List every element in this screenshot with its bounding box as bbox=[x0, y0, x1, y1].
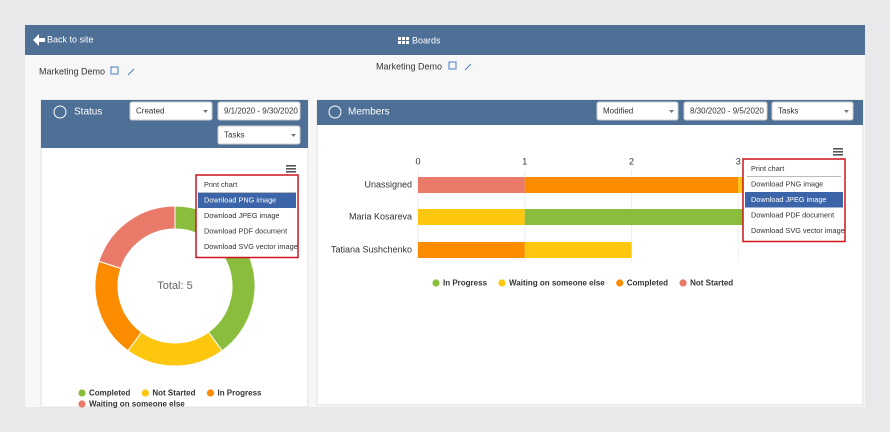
menu-item[interactable]: Download JPEG image bbox=[204, 211, 279, 220]
menu-item[interactable]: Print chart bbox=[204, 180, 237, 189]
filter-value[interactable]: Modified bbox=[603, 107, 633, 116]
dropdown-arrow bbox=[203, 110, 208, 113]
x-tick-label: 3 bbox=[736, 156, 741, 166]
panel-title: Members bbox=[348, 107, 390, 118]
legend-label: In Progress bbox=[217, 389, 262, 398]
top-bar bbox=[25, 25, 865, 55]
menu-button[interactable] bbox=[833, 151, 843, 153]
legend-marker bbox=[679, 279, 687, 287]
filter-value[interactable]: Created bbox=[136, 107, 164, 116]
top-title: Boards bbox=[412, 35, 441, 45]
menu-item[interactable]: Download PNG image bbox=[751, 180, 823, 189]
context-menu bbox=[195, 174, 299, 259]
menu-item[interactable]: Print chart bbox=[751, 164, 784, 173]
y-tick-label: Maria Kosareva bbox=[349, 211, 412, 221]
legend-marker bbox=[206, 389, 215, 397]
panel-icon bbox=[328, 105, 342, 119]
filter-box[interactable] bbox=[217, 125, 301, 145]
menu-item[interactable]: Download SVG vector image bbox=[204, 242, 298, 251]
title-icons[interactable] bbox=[110, 61, 472, 76]
legend-label: Waiting on someone else bbox=[509, 279, 605, 288]
x-tick-label: 2 bbox=[629, 156, 634, 166]
bar-segment bbox=[524, 242, 632, 258]
filter-box[interactable] bbox=[683, 101, 768, 121]
board-title: Marketing Demo bbox=[376, 61, 442, 71]
menu-button[interactable] bbox=[286, 165, 296, 167]
legend-label: Waiting on someone else bbox=[89, 400, 185, 409]
legend-marker bbox=[616, 279, 624, 287]
filter-value[interactable]: 8/30/2020 - 9/5/2020 bbox=[690, 107, 764, 116]
filter-box[interactable] bbox=[217, 101, 301, 121]
menu-item[interactable]: Download PDF document bbox=[751, 211, 834, 220]
donut-slice bbox=[98, 205, 176, 270]
y-tick-label: Tatiana Sushchenko bbox=[331, 244, 412, 254]
menu-highlight bbox=[198, 192, 296, 208]
bar-segment bbox=[418, 242, 525, 258]
menu-highlight bbox=[745, 192, 843, 208]
filter-value[interactable]: 9/1/2020 - 9/30/2020 bbox=[224, 107, 298, 116]
filter-value[interactable]: Tasks bbox=[224, 131, 244, 140]
donut-total: Total: 5 bbox=[157, 280, 192, 292]
dropdown-arrow bbox=[844, 110, 849, 113]
filter-box[interactable] bbox=[771, 101, 854, 121]
menu-button[interactable] bbox=[286, 171, 296, 173]
legend-marker bbox=[78, 400, 86, 408]
boards-icon bbox=[398, 37, 409, 44]
dropdown-arrow bbox=[669, 110, 674, 113]
x-tick-label: 0 bbox=[415, 156, 420, 166]
legend-label: Completed bbox=[89, 389, 130, 398]
back-link[interactable]: Back to site bbox=[47, 34, 94, 44]
filter-box[interactable] bbox=[129, 101, 213, 121]
menu-button[interactable] bbox=[286, 168, 296, 170]
bar-segment bbox=[418, 177, 525, 193]
legend-label: Not Started bbox=[152, 389, 195, 398]
dropdown-arrow bbox=[291, 134, 296, 137]
menu-button[interactable] bbox=[833, 154, 843, 156]
legend-marker bbox=[498, 279, 506, 287]
back-icon[interactable] bbox=[33, 34, 45, 46]
menu-item[interactable]: Download PNG image bbox=[204, 196, 276, 205]
legend-marker bbox=[78, 389, 86, 397]
panel-title: Status bbox=[74, 107, 102, 118]
menu-item[interactable]: Download PDF document bbox=[204, 227, 287, 236]
menu-item[interactable]: Download JPEG image bbox=[751, 195, 826, 204]
legend-label: In Progress bbox=[443, 279, 488, 288]
board-title: Marketing Demo bbox=[39, 66, 105, 76]
menu-button[interactable] bbox=[833, 148, 843, 150]
legend-label: Not Started bbox=[690, 279, 733, 288]
panel-icon bbox=[53, 105, 67, 119]
legend-marker bbox=[141, 389, 149, 397]
filter-value[interactable]: Tasks bbox=[778, 107, 798, 116]
filter-box[interactable] bbox=[596, 101, 679, 121]
bar-segment bbox=[418, 209, 525, 225]
y-tick-label: Unassigned bbox=[364, 179, 412, 189]
legend-label: Completed bbox=[627, 279, 668, 288]
bar-segment bbox=[524, 177, 739, 193]
legend-marker bbox=[432, 279, 440, 287]
x-tick-label: 1 bbox=[522, 156, 527, 166]
menu-item[interactable]: Download SVG vector image bbox=[751, 226, 845, 235]
